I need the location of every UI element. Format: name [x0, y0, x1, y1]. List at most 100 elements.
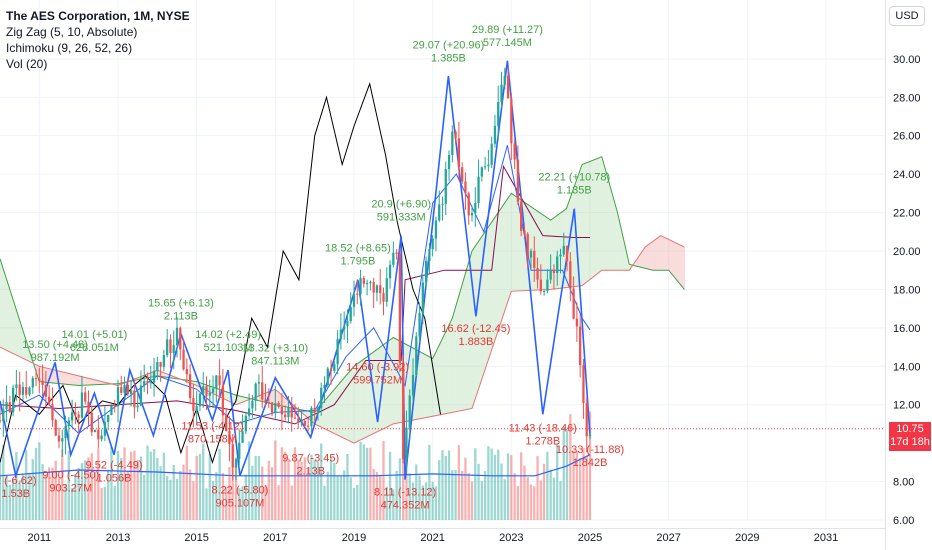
volume-bar	[575, 451, 579, 520]
cloud-segment	[22, 330, 27, 360]
cloud-segment	[622, 235, 627, 271]
x-tick-label: 2015	[184, 532, 208, 544]
volume-bar	[467, 473, 470, 520]
volume-bar	[418, 475, 421, 520]
y-tick-label: 16.00	[893, 323, 921, 335]
volume-bar	[129, 451, 133, 520]
candle-body	[497, 102, 500, 126]
volume-bar	[572, 450, 575, 520]
y-tick-label: 26.00	[893, 131, 921, 143]
candle-body	[103, 422, 107, 436]
candle-body	[162, 355, 166, 367]
volume-bar	[346, 453, 349, 520]
y-tick-label: 12.00	[893, 400, 921, 412]
cloud-segment	[304, 410, 309, 419]
volume-bar	[542, 463, 546, 520]
volume-bar	[385, 486, 388, 520]
candle-body	[139, 385, 143, 406]
symbol-title[interactable]: The AES Corporation, 1M, NYSE	[6, 9, 190, 23]
cloud-segment	[675, 242, 679, 283]
candle-body	[552, 269, 556, 273]
volume-bar	[451, 470, 454, 520]
candle-body	[402, 362, 405, 460]
volume-bar	[80, 462, 84, 520]
candle-body	[93, 429, 97, 433]
candle-body	[116, 387, 120, 407]
cloud-segment	[442, 331, 446, 415]
volume-bar	[421, 485, 424, 520]
candle-body	[526, 233, 529, 258]
cloud-segment	[439, 338, 443, 415]
volume-bar	[565, 430, 569, 520]
candle-body	[215, 375, 218, 389]
volume-bar	[280, 447, 284, 520]
candle-body	[582, 365, 585, 404]
volume-bar	[215, 472, 218, 520]
candle-body	[408, 395, 411, 428]
indicator-ichimoku-label[interactable]: Ichimoku (9, 26, 52, 26)	[6, 41, 133, 55]
candle-body	[267, 402, 270, 404]
zigzag-annotation-label: 13.32 (+3.10)	[242, 342, 308, 354]
volume-bar	[310, 454, 313, 520]
candle-body	[202, 386, 205, 394]
volume-bar	[38, 442, 41, 520]
candle-body	[57, 435, 61, 442]
candle-body	[133, 390, 136, 408]
cloud-segment	[583, 162, 587, 285]
cloud-segment	[514, 195, 518, 292]
volume-bars	[0, 411, 592, 520]
cloud-segment	[281, 395, 286, 407]
candle-body	[231, 444, 234, 468]
volume-bar	[582, 447, 585, 520]
indicator-volume-label[interactable]: Vol (20)	[6, 57, 48, 71]
candle-body	[297, 418, 300, 423]
volume-bar	[303, 457, 306, 520]
candle-body	[238, 442, 241, 459]
cloud-segment	[504, 198, 509, 311]
zigzag-annotation-label: 22.21 (+10.78)	[538, 172, 610, 184]
volume-bar	[185, 445, 188, 520]
candle-body	[405, 427, 408, 460]
volume-bar	[100, 488, 103, 520]
candle-body	[588, 434, 592, 437]
volume-bar	[408, 473, 411, 520]
volume-bar	[18, 480, 21, 520]
volume-bar	[149, 451, 152, 520]
cloud-segment	[665, 237, 669, 271]
zigzag-annotation-label: 1.842B	[573, 457, 608, 469]
candle-body	[470, 212, 474, 216]
candle-body	[359, 278, 362, 295]
last-price-tag: 10.75 17d 18h	[889, 422, 931, 451]
volume-bar	[8, 484, 11, 520]
volume-bar	[143, 474, 146, 520]
zigzag-annotation-label: 14.02 (+2.49)	[195, 329, 261, 341]
zigzag-annotation-label: 11.43 (-18.46)	[509, 423, 577, 435]
candle-body	[74, 412, 77, 415]
cloud-segment	[501, 202, 505, 321]
cloud-segment	[272, 389, 276, 405]
cloud-segment	[347, 370, 351, 442]
candle-body	[67, 420, 70, 427]
cloud-segment	[278, 392, 282, 406]
candle-body	[565, 245, 569, 262]
volume-bar	[290, 485, 293, 520]
candle-body	[0, 420, 2, 422]
candle-body	[320, 387, 323, 408]
indicator-zigzag-label[interactable]: Zig Zag (5, 10, Absolute)	[6, 25, 138, 39]
cloud-segment	[426, 355, 430, 418]
candle-body	[467, 193, 470, 216]
zigzag-annotation-label: 987.192M	[31, 352, 80, 364]
cloud-segment	[531, 206, 535, 291]
y-tick-label: 22.00	[893, 208, 921, 220]
volume-bar	[529, 484, 533, 520]
currency-button[interactable]: USD	[889, 6, 925, 26]
volume-bar	[84, 460, 87, 520]
volume-bar	[202, 443, 205, 520]
zigzag-annotation-label: 903.27M	[49, 482, 92, 494]
volume-bar	[539, 480, 542, 520]
cloud-segment	[19, 320, 23, 359]
volume-bar	[569, 414, 572, 520]
x-tick-label: 2019	[342, 532, 366, 544]
